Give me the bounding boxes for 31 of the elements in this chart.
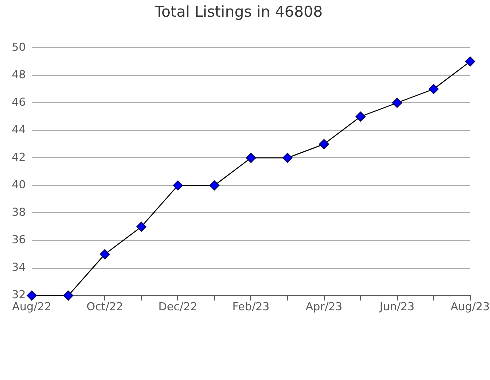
point bbox=[319, 139, 330, 150]
point bbox=[356, 112, 366, 122]
y-tick-label: 44 bbox=[12, 123, 26, 136]
point bbox=[64, 290, 74, 301]
x-tick-label: Aug/23 bbox=[450, 300, 490, 314]
y-tick-label: 38 bbox=[12, 206, 26, 220]
x-tick-label: Feb/23 bbox=[232, 300, 270, 314]
y-tick-label: 36 bbox=[12, 234, 26, 247]
x-tick-label: Oct/22 bbox=[86, 300, 124, 314]
point bbox=[136, 222, 147, 232]
y-tick-label: 46 bbox=[12, 96, 26, 109]
x-tick-label: Apr/23 bbox=[306, 300, 343, 314]
point bbox=[428, 84, 439, 94]
y-tick-label: 42 bbox=[12, 150, 26, 164]
x-tick-label: Dec/22 bbox=[158, 300, 198, 314]
point bbox=[282, 153, 293, 164]
chart-title: Total Listings in 46808 bbox=[154, 2, 323, 21]
point bbox=[465, 56, 476, 67]
point bbox=[100, 250, 110, 260]
y-tick-label: 48 bbox=[12, 68, 26, 82]
point bbox=[173, 180, 184, 191]
y-tick-label: 34 bbox=[12, 261, 26, 274]
y-tick-label: 50 bbox=[12, 40, 26, 54]
x-tick-label: Aug/22 bbox=[12, 300, 52, 314]
point bbox=[246, 153, 256, 164]
point bbox=[392, 98, 402, 108]
point bbox=[26, 290, 37, 301]
y-tick-label: 40 bbox=[12, 178, 26, 192]
y-tick-label: 32 bbox=[12, 288, 26, 302]
point bbox=[210, 180, 220, 191]
x-tick-label: Jun/23 bbox=[378, 300, 415, 314]
